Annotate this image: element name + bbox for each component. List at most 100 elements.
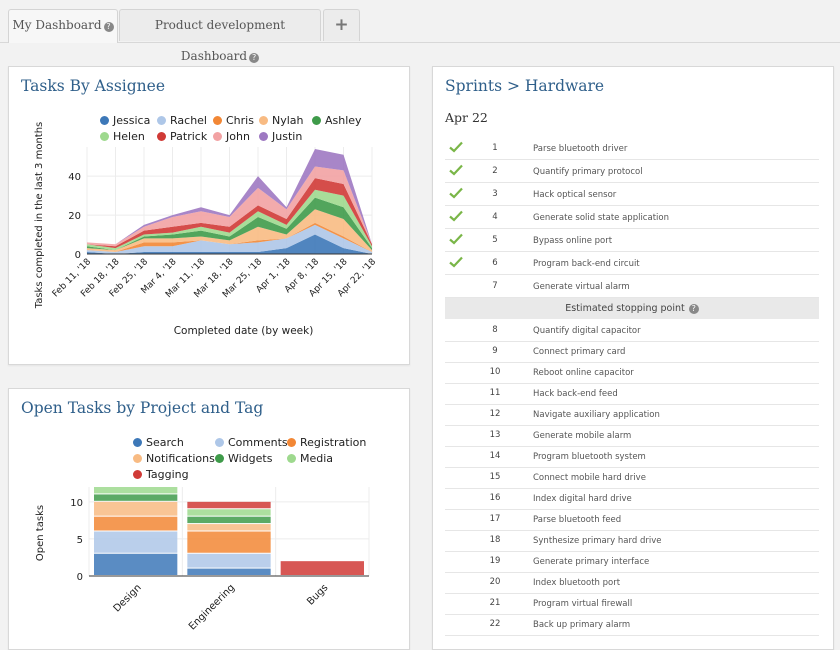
task-name[interactable]: Index bluetooth port (533, 578, 621, 588)
legend-swatch (259, 132, 268, 141)
legend-item-search[interactable]: Search (133, 436, 184, 449)
task-name[interactable]: Quantify primary protocol (533, 167, 643, 177)
y-axis-title: Open tasks (35, 505, 46, 561)
task-name[interactable]: Program bluetooth system (533, 452, 646, 462)
bar-segment-engineering-notifications (187, 524, 271, 531)
panel-title[interactable]: Sprints > Hardware (445, 77, 605, 95)
task-name[interactable]: Quantify digital capacitor (533, 326, 641, 336)
legend-item-registration[interactable]: Registration (287, 436, 366, 449)
task-name[interactable]: Parse bluetooth driver (533, 144, 628, 154)
task-name[interactable]: Connect primary card (533, 347, 626, 357)
sprint-task-row[interactable]: 9 Connect primary card (445, 341, 819, 363)
legend-item-rachel[interactable]: Rachel (157, 114, 207, 127)
sprint-task-row[interactable]: 5 Bypass online port (445, 230, 819, 252)
legend-item-john[interactable]: John (213, 130, 250, 143)
task-number: 10 (489, 367, 501, 377)
estimated-stopping-point: Estimated stopping point? (445, 298, 819, 319)
bar-segment-engineering-registration (187, 531, 271, 553)
tab-my-dashboard-label: My Dashboard (12, 18, 102, 32)
y-tick-label: 20 (68, 211, 81, 222)
task-name[interactable]: Hack back-end feed (533, 389, 618, 399)
help-icon[interactable]: ? (688, 304, 699, 314)
legend-item-media[interactable]: Media (287, 452, 333, 465)
legend-item-jessica[interactable]: Jessica (100, 114, 150, 127)
legend-item-ashley[interactable]: Ashley (312, 114, 362, 127)
sprint-task-row[interactable]: 11 Hack back-end feed (445, 383, 819, 405)
sprint-task-row[interactable]: 12 Navigate auxiliary application (445, 404, 819, 426)
sprint-task-row[interactable]: 10 Reboot online capacitor (445, 362, 819, 384)
task-name[interactable]: Program back-end circuit (533, 259, 640, 269)
legend-item-helen[interactable]: Helen (100, 130, 145, 143)
legend-swatch (287, 454, 296, 463)
sprint-task-row[interactable]: 7 Generate virtual alarm (445, 276, 819, 298)
task-name[interactable]: Generate virtual alarm (533, 282, 630, 292)
legend-swatch (213, 132, 222, 141)
sprint-task-row[interactable]: 17 Parse bluetooth feed (445, 509, 819, 531)
legend-label: Comments (228, 436, 288, 449)
bar-segment-design-widgets (94, 494, 178, 501)
sprint-task-row[interactable]: 21 Program virtual firewall (445, 593, 819, 615)
task-name[interactable]: Index digital hard drive (533, 494, 632, 504)
checkmark-icon (449, 256, 463, 268)
task-name[interactable]: Program virtual firewall (533, 599, 633, 609)
legend-item-tagging[interactable]: Tagging (133, 468, 189, 481)
legend-item-comments[interactable]: Comments (215, 436, 288, 449)
sprint-task-row[interactable]: 2 Quantify primary protocol (445, 161, 819, 183)
add-dashboard-button[interactable]: + (323, 9, 360, 41)
bar-segment-design-registration (94, 516, 178, 531)
task-name[interactable]: Navigate auxiliary application (533, 410, 660, 420)
task-number: 16 (489, 493, 501, 503)
bar-segment-bugs-tagging (280, 561, 364, 575)
help-icon[interactable]: ? (249, 53, 260, 63)
task-name[interactable]: Hack optical sensor (533, 190, 617, 200)
legend-label: Registration (300, 436, 367, 449)
checkmark-icon (449, 164, 463, 176)
task-name[interactable]: Bypass online port (533, 236, 613, 246)
task-number: 20 (489, 577, 501, 587)
sprint-task-row[interactable]: 3 Hack optical sensor (445, 184, 819, 206)
task-name[interactable]: Synthesize primary hard drive (533, 536, 662, 546)
task-name[interactable]: Reboot online capacitor (533, 368, 634, 378)
tab-product-development-dashboard[interactable]: Product development Dashboard? (119, 9, 321, 63)
task-name[interactable]: Connect mobile hard drive (533, 473, 646, 483)
legend-item-patrick[interactable]: Patrick (157, 130, 207, 143)
sprint-task-row[interactable]: 1 Parse bluetooth driver (445, 138, 819, 160)
sprint-task-row[interactable]: 13 Generate mobile alarm (445, 425, 819, 447)
task-name[interactable]: Generate primary interface (533, 557, 650, 567)
sprint-task-row[interactable]: 20 Index bluetooth port (445, 572, 819, 594)
legend-item-nylah[interactable]: Nylah (259, 114, 304, 127)
legend-swatch (157, 116, 166, 125)
task-number: 19 (489, 556, 501, 566)
sprint-task-row[interactable]: 4 Generate solid state application (445, 207, 819, 229)
panel-title: Open Tasks by Project and Tag (21, 399, 264, 417)
task-name[interactable]: Generate solid state application (533, 213, 669, 223)
help-icon[interactable]: ? (103, 22, 114, 32)
task-name[interactable]: Generate mobile alarm (533, 431, 632, 441)
tab-my-dashboard[interactable]: My Dashboard? (8, 9, 118, 43)
y-tick-label: 0 (77, 572, 83, 583)
checkmark-icon (449, 141, 463, 153)
sprint-task-row[interactable]: 16 Index digital hard drive (445, 488, 819, 510)
sprint-task-row[interactable]: 14 Program bluetooth system (445, 446, 819, 468)
sprint-task-row[interactable]: 6 Program back-end circuit (445, 253, 819, 275)
legend-item-chris[interactable]: Chris (213, 114, 254, 127)
task-name[interactable]: Parse bluetooth feed (533, 515, 622, 525)
legend-item-justin[interactable]: Justin (259, 130, 302, 143)
sprint-task-row[interactable]: 18 Synthesize primary hard drive (445, 530, 819, 552)
legend-swatch (133, 470, 142, 479)
sprint-task-row[interactable]: 19 Generate primary interface (445, 551, 819, 573)
area-series-justin (87, 148, 372, 245)
legend-label: Helen (113, 130, 145, 143)
sprint-task-row[interactable]: 15 Connect mobile hard drive (445, 467, 819, 489)
dashboard-tab-bar: My Dashboard? Product development Dashbo… (0, 0, 840, 63)
legend-item-notifications[interactable]: Notifications (133, 452, 215, 465)
checkmark-path (449, 210, 463, 222)
sprint-task-row[interactable]: 8 Quantify digital capacitor (445, 320, 819, 342)
sprint-task-row[interactable]: 22 Back up primary alarm (445, 614, 819, 636)
task-name[interactable]: Back up primary alarm (533, 620, 631, 630)
tab-product-development-label: Product development Dashboard (154, 18, 286, 63)
area-series-chris (87, 222, 372, 253)
legend-item-widgets[interactable]: Widgets (215, 452, 272, 465)
legend-swatch (100, 132, 109, 141)
